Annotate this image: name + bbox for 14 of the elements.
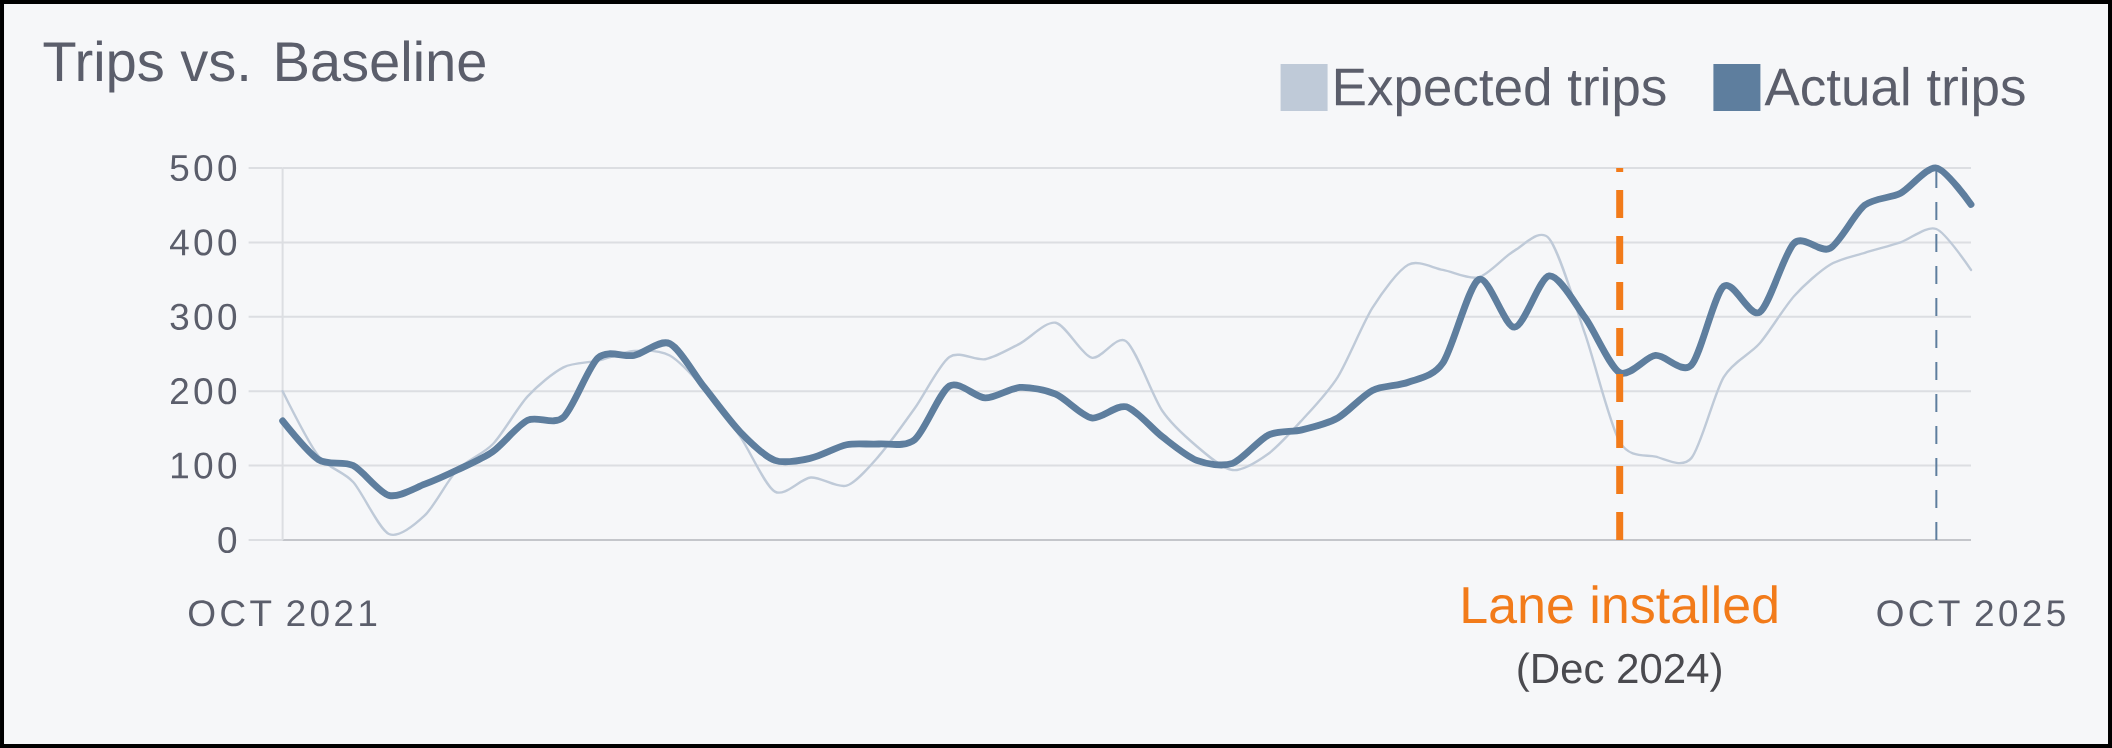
- text: (Dec 2024): [1518, 652, 1721, 692]
- chart-title: Trips vs. Baseline: [43, 40, 485, 93]
- y-tick-label: 300: [170, 303, 237, 330]
- y-tick-label: 100: [171, 452, 237, 479]
- y-tick-label: 400: [170, 229, 237, 256]
- y-tick-label: 0: [218, 526, 237, 554]
- y-tick-label: 200: [171, 378, 237, 405]
- line-series: [281, 227, 1973, 536]
- ref-line-label: Lane installed: [1463, 585, 1777, 624]
- legend-label: Expected trips: [1335, 66, 1666, 117]
- legend-label: Actual trips: [1764, 66, 2025, 117]
- x-tick-label: OCT 2021: [189, 600, 377, 627]
- y-tick-label: 500: [170, 154, 237, 182]
- x-tick-label: OCT 2025: [1877, 600, 2065, 627]
